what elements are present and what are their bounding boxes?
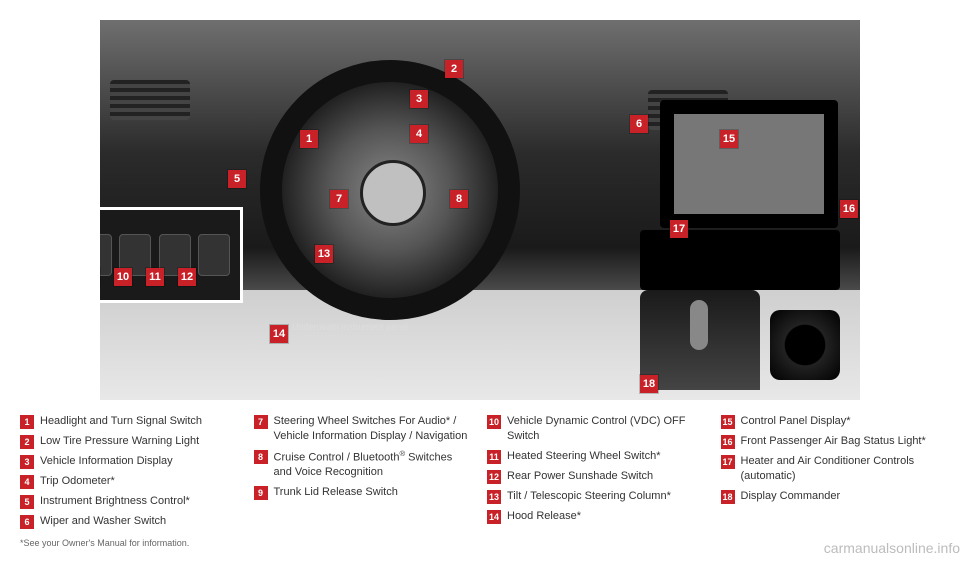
legend-item-3: 3 Vehicle Information Display [20, 454, 240, 469]
callout-4: 4 [410, 125, 428, 143]
steering-wheel [260, 60, 520, 320]
legend-column: 15 Control Panel Display* 16 Front Passenge… [721, 414, 941, 534]
legend-item-11: 11 Heated Steering Wheel Switch* [487, 449, 707, 464]
legend-item-7: 7 Steering Wheel Switches For Audio* / Ve… [254, 414, 474, 444]
legend-item-1: 1 Headlight and Turn Signal Switch [20, 414, 240, 429]
callout-2: 2 [445, 60, 463, 78]
legend-text: Heated Steering Wheel Switch* [507, 449, 707, 464]
legend-item-13: 13 Tilt / Telescopic Steering Column* [487, 489, 707, 504]
legend-item-9: 9 Trunk Lid Release Switch [254, 485, 474, 500]
legend-text: Hood Release* [507, 509, 707, 524]
legend-grid: 1 Headlight and Turn Signal Switch 2 Low Ti… [20, 414, 940, 534]
cup-holder [770, 310, 840, 380]
callout-14: 14 [270, 325, 288, 343]
legend-item-10: 10 Vehicle Dynamic Control (VDC) OFF Swit… [487, 414, 707, 444]
legend-item-8: 8 Cruise Control / Bluetooth® Switches an… [254, 449, 474, 480]
dashboard-photo: 123456789101112131415161718 Underneath i… [100, 20, 860, 400]
legend-text: Vehicle Information Display [40, 454, 240, 469]
watermark: carmanualsonline.info [0, 540, 960, 556]
legend-item-5: 5 Instrument Brightness Control* [20, 494, 240, 509]
callout-13: 13 [315, 245, 333, 263]
switch-inset [100, 210, 240, 300]
legend-item-6: 6 Wiper and Washer Switch [20, 514, 240, 529]
callout-17: 17 [670, 220, 688, 238]
callout-3: 3 [410, 90, 428, 108]
legend-number: 15 [721, 415, 735, 429]
legend-number: 18 [721, 490, 735, 504]
legend-text: Trunk Lid Release Switch [274, 485, 474, 500]
callout-15: 15 [720, 130, 738, 148]
legend-text: Display Commander [741, 489, 941, 504]
legend-item-2: 2 Low Tire Pressure Warning Light [20, 434, 240, 449]
callout-11: 11 [146, 268, 164, 286]
legend-column: 10 Vehicle Dynamic Control (VDC) OFF Swit… [487, 414, 707, 534]
legend-column: 1 Headlight and Turn Signal Switch 2 Low Ti… [20, 414, 240, 534]
vent-left [110, 80, 190, 120]
legend-text: Tilt / Telescopic Steering Column* [507, 489, 707, 504]
legend-number: 14 [487, 510, 501, 524]
legend-number: 16 [721, 435, 735, 449]
legend-text: Cruise Control / Bluetooth® Switches and… [274, 449, 474, 480]
legend-text: Wiper and Washer Switch [40, 514, 240, 529]
center-display [660, 100, 838, 228]
callout-6: 6 [630, 115, 648, 133]
inset-switch [100, 234, 112, 276]
callout-12: 12 [178, 268, 196, 286]
legend-item-16: 16 Front Passenger Air Bag Status Light* [721, 434, 941, 449]
note-14: Underneath instrument panel [292, 322, 408, 333]
callout-5: 5 [228, 170, 246, 188]
legend-text: Vehicle Dynamic Control (VDC) OFF Switch [507, 414, 707, 444]
legend-number: 13 [487, 490, 501, 504]
legend-number: 7 [254, 415, 268, 429]
legend-item-12: 12 Rear Power Sunshade Switch [487, 469, 707, 484]
legend-number: 17 [721, 455, 735, 469]
climate-controls [640, 230, 840, 290]
callout-1: 1 [300, 130, 318, 148]
callout-7: 7 [330, 190, 348, 208]
legend-item-18: 18 Display Commander [721, 489, 941, 504]
legend-item-14: 14 Hood Release* [487, 509, 707, 524]
legend-text: Headlight and Turn Signal Switch [40, 414, 240, 429]
callout-10: 10 [114, 268, 132, 286]
legend-text: Trip Odometer* [40, 474, 240, 489]
legend-text: Heater and Air Conditioner Controls (aut… [741, 454, 941, 484]
legend-number: 10 [487, 415, 501, 429]
legend-item-4: 4 Trip Odometer* [20, 474, 240, 489]
callout-16: 16 [840, 200, 858, 218]
legend-number: 4 [20, 475, 34, 489]
legend-text: Control Panel Display* [741, 414, 941, 429]
legend-item-15: 15 Control Panel Display* [721, 414, 941, 429]
legend-item-17: 17 Heater and Air Conditioner Controls (a… [721, 454, 941, 484]
legend-number: 1 [20, 415, 34, 429]
gear-shifter [640, 290, 760, 390]
legend-number: 9 [254, 486, 268, 500]
legend-column: 7 Steering Wheel Switches For Audio* / Ve… [254, 414, 474, 534]
legend-number: 2 [20, 435, 34, 449]
legend-text: Low Tire Pressure Warning Light [40, 434, 240, 449]
legend-number: 12 [487, 470, 501, 484]
legend-number: 3 [20, 455, 34, 469]
legend-number: 11 [487, 450, 501, 464]
callout-8: 8 [450, 190, 468, 208]
legend-text: Instrument Brightness Control* [40, 494, 240, 509]
legend-number: 5 [20, 495, 34, 509]
legend-text: Steering Wheel Switches For Audio* / Veh… [274, 414, 474, 444]
legend-number: 8 [254, 450, 268, 464]
callout-18: 18 [640, 375, 658, 393]
inset-switch [198, 234, 230, 276]
legend-text: Front Passenger Air Bag Status Light* [741, 434, 941, 449]
legend-number: 6 [20, 515, 34, 529]
legend-text: Rear Power Sunshade Switch [507, 469, 707, 484]
